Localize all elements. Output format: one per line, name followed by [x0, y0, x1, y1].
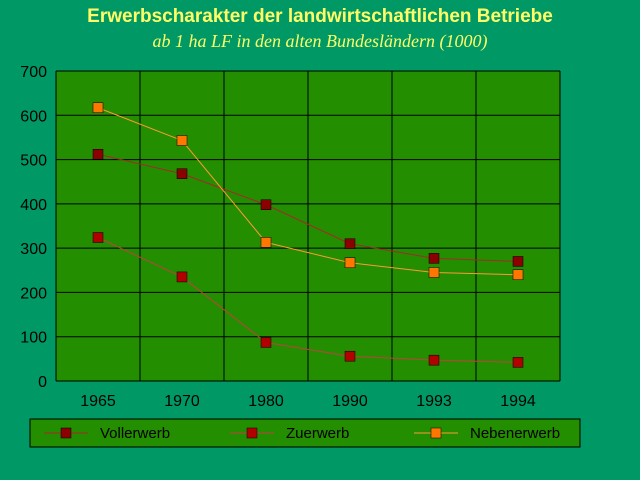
y-tick-label: 100 [20, 330, 47, 347]
data-point [344, 257, 356, 269]
legend-label: Nebenerwerb [470, 425, 560, 442]
x-tick-label: 1990 [332, 393, 368, 410]
chart-subtitle: ab 1 ha LF in den alten Bundesländern (1… [152, 31, 488, 51]
data-point [512, 357, 524, 368]
legend-box [29, 418, 581, 448]
data-point [92, 232, 104, 243]
y-tick-label: 500 [20, 153, 47, 170]
legend-marker [60, 427, 72, 439]
y-tick-label: 400 [20, 197, 47, 214]
data-point [176, 168, 188, 179]
y-tick-label: 0 [38, 374, 47, 391]
series-line [97, 237, 519, 363]
data-point [92, 149, 104, 160]
y-tick-label: 700 [20, 64, 47, 81]
x-tick-label: 1980 [248, 393, 284, 410]
y-tick-label: 600 [20, 108, 47, 125]
y-tick-label: 300 [20, 241, 47, 258]
legend-marker [430, 427, 442, 439]
data-point [512, 269, 524, 280]
data-point [428, 267, 440, 278]
data-point [260, 237, 272, 248]
x-tick-label: 1993 [416, 393, 452, 410]
legend-label: Vollerwerb [100, 425, 170, 442]
x-tick-label: 1970 [164, 393, 200, 410]
data-point [260, 199, 272, 210]
legend-marker [246, 427, 258, 439]
data-point [512, 256, 524, 267]
data-point [92, 102, 104, 114]
data-point [176, 271, 188, 283]
series-line [97, 153, 519, 262]
y-tick-label: 200 [20, 285, 47, 302]
x-tick-label: 1965 [80, 393, 116, 410]
data-point [344, 238, 356, 249]
x-tick-label: 1994 [500, 393, 536, 410]
data-point [428, 253, 440, 264]
chart-title: Erwerbscharakter der landwirtschaftliche… [87, 6, 553, 27]
data-point [344, 350, 356, 362]
series-line [97, 107, 519, 276]
data-point [176, 135, 188, 146]
data-point [428, 354, 440, 366]
legend-label: Zuerwerb [286, 425, 349, 442]
data-point [260, 337, 272, 348]
